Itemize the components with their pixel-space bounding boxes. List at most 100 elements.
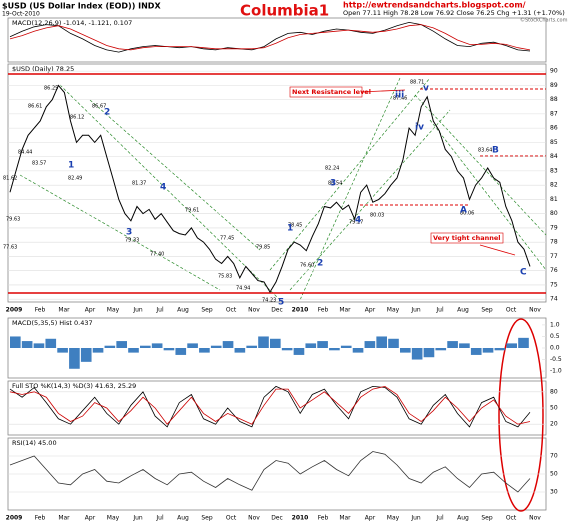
bar bbox=[175, 348, 187, 355]
bar bbox=[329, 348, 340, 351]
x-tick-label: Oct bbox=[506, 515, 517, 522]
x-tick-label: May bbox=[107, 515, 120, 522]
x-tick-label: Feb bbox=[318, 307, 329, 314]
price-label: 79.61 bbox=[185, 208, 199, 214]
x-tick-label: Jul bbox=[155, 307, 164, 314]
wave-label: 3 bbox=[126, 228, 132, 238]
bar bbox=[140, 345, 151, 348]
bar bbox=[459, 343, 470, 348]
x-tick-label: Jun bbox=[132, 307, 143, 314]
bar bbox=[293, 348, 305, 355]
note-box bbox=[430, 232, 504, 244]
price-label: 79.85 bbox=[256, 245, 270, 251]
bar bbox=[222, 341, 234, 348]
bar bbox=[258, 336, 269, 348]
price-label: 76.60 bbox=[300, 263, 314, 269]
x-tick-label: Sep bbox=[481, 515, 493, 522]
wave-label: iv bbox=[415, 123, 424, 133]
y-tick-label: 1.0 bbox=[550, 321, 560, 328]
wave-label: 3 bbox=[330, 179, 336, 189]
x-tick-label: 2010 bbox=[292, 307, 309, 314]
y-tick-label: 75 bbox=[550, 281, 558, 288]
panel-label: Full STO %K(14,3) %D(3) 41.63, 25.29 bbox=[12, 382, 136, 390]
price-label: 83.57 bbox=[32, 161, 46, 167]
price-label: 79.27 bbox=[349, 220, 363, 226]
x-tick-label: Aug bbox=[457, 515, 469, 522]
credit: ©StockCharts.com bbox=[520, 17, 568, 24]
bar bbox=[411, 348, 423, 360]
y-tick-label: 82 bbox=[550, 182, 558, 189]
bar bbox=[506, 343, 517, 348]
x-tick-label: Sep bbox=[201, 515, 213, 522]
bar bbox=[364, 341, 376, 348]
x-tick-label: Oct bbox=[226, 515, 237, 522]
price-label: 74.23 bbox=[262, 298, 276, 304]
x-tick-label: Mar bbox=[58, 307, 70, 314]
panel-label: RSI(14) 45.00 bbox=[12, 439, 57, 447]
x-tick-label: Feb bbox=[35, 515, 46, 522]
bar bbox=[33, 343, 45, 348]
bar bbox=[151, 343, 163, 348]
price-label: 88.71 bbox=[410, 80, 424, 86]
bar bbox=[352, 348, 364, 353]
wave-label: v bbox=[423, 84, 429, 94]
x-tick-label: Mar bbox=[339, 307, 351, 314]
bar bbox=[69, 348, 80, 369]
bar bbox=[21, 341, 33, 348]
bar bbox=[400, 348, 411, 353]
bar bbox=[45, 338, 57, 348]
x-tick-label: Aug bbox=[177, 307, 189, 314]
bar bbox=[423, 348, 435, 358]
price-label: 87.46 bbox=[393, 96, 407, 102]
panel-label: MACD(5,35,5) Hist 0.437 bbox=[12, 319, 93, 327]
series-line bbox=[9, 385, 531, 425]
x-tick-label: Apr bbox=[365, 515, 376, 522]
series-line bbox=[9, 21, 531, 53]
price-label: 80.03 bbox=[370, 213, 384, 219]
url: http://ewtrendsandcharts.blogspot.com/ bbox=[343, 1, 526, 10]
x-tick-label: Oct bbox=[506, 307, 517, 314]
x-tick-label: Mar bbox=[339, 515, 351, 522]
x-tick-label: Apr bbox=[85, 307, 96, 314]
series-line bbox=[9, 84, 531, 293]
wave-label: 5 bbox=[278, 298, 284, 308]
bar bbox=[234, 348, 246, 353]
x-tick-label: Jun bbox=[410, 307, 421, 314]
red-lines bbox=[8, 73, 546, 512]
note: Very tight channel bbox=[433, 234, 501, 242]
price-panel bbox=[7, 63, 547, 303]
price-label: 81.37 bbox=[132, 181, 146, 187]
x-tick-label: May bbox=[387, 307, 400, 314]
x-tick-label: Nov bbox=[248, 307, 260, 314]
y-tick-label: 79 bbox=[550, 224, 558, 231]
x-tick-label: Mar bbox=[58, 515, 70, 522]
y-tick-label: -1.0 bbox=[550, 368, 562, 375]
x-tick-label: Jul bbox=[435, 515, 444, 522]
y-tick-label: 77 bbox=[550, 253, 558, 260]
y-tick-label: 78 bbox=[550, 239, 558, 246]
note: Next Resistance level bbox=[292, 88, 371, 96]
x-tick-label: Oct bbox=[226, 307, 237, 314]
x-tick-label: Apr bbox=[365, 307, 376, 314]
bar bbox=[305, 343, 317, 348]
bar bbox=[376, 336, 387, 348]
bar bbox=[163, 348, 175, 351]
price-label: 78.45 bbox=[288, 223, 302, 229]
x-tick-label: Dec bbox=[271, 515, 283, 522]
bar bbox=[281, 348, 293, 351]
y-tick-label: 90 bbox=[550, 68, 558, 75]
price-label: 86.12 bbox=[70, 115, 84, 121]
title: Columbia1 bbox=[240, 2, 329, 20]
bar bbox=[80, 348, 92, 362]
price-label: 77.40 bbox=[150, 252, 164, 258]
x-tick-label: May bbox=[107, 307, 120, 314]
y-tick-label: 50 bbox=[550, 405, 558, 412]
wave-label: C bbox=[520, 268, 527, 278]
x-tick-label: Nov bbox=[529, 307, 541, 314]
x-tick-label: Sep bbox=[481, 307, 493, 314]
bar bbox=[187, 343, 198, 348]
price-label: 80.54 bbox=[328, 181, 342, 187]
y-tick-label: 76 bbox=[550, 267, 558, 274]
y-tick-label: 83 bbox=[550, 167, 558, 174]
